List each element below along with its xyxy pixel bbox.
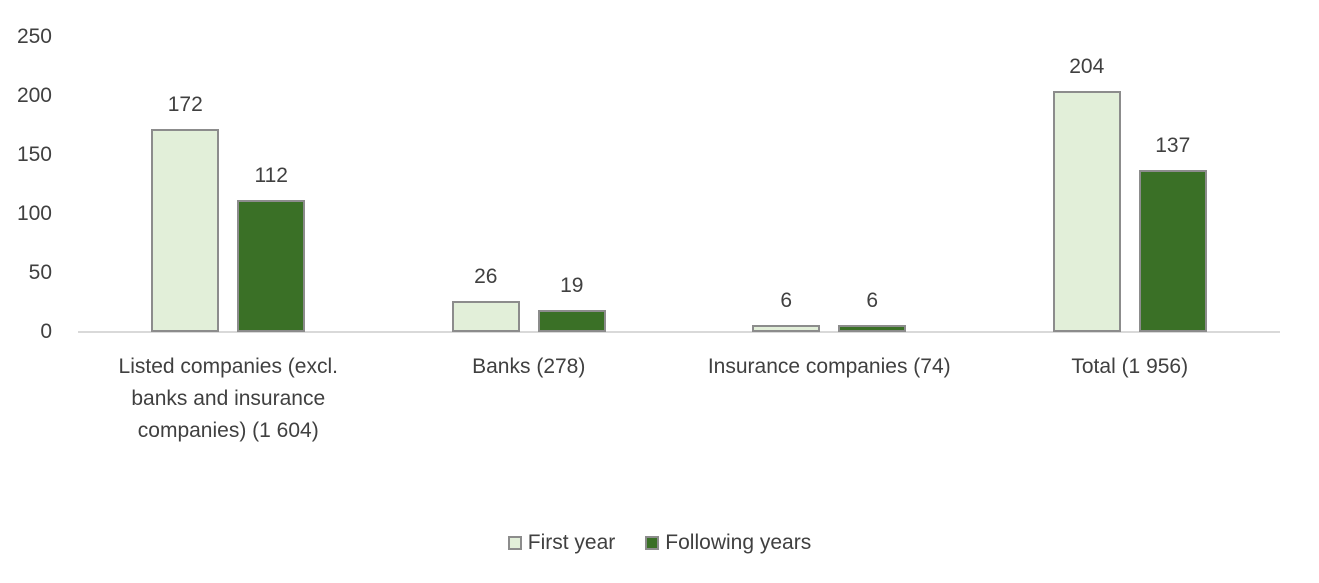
data-label: 6 — [866, 288, 879, 312]
bar — [1052, 91, 1121, 332]
legend-swatch — [645, 536, 660, 550]
legend-item: Following years — [645, 530, 811, 556]
legend-item: First year — [507, 530, 616, 556]
x-category-label: Banks (278) — [472, 355, 586, 378]
bar — [237, 199, 306, 332]
x-axis-line — [78, 331, 1280, 333]
data-label: 26 — [474, 265, 498, 289]
legend-label: First year — [527, 531, 616, 554]
y-tick-label: 200 — [16, 84, 52, 107]
data-label: 137 — [1155, 134, 1191, 158]
x-category-label: Listed companies (excl. banks and insura… — [118, 355, 338, 442]
bar — [838, 324, 907, 332]
bar — [1138, 170, 1207, 332]
legend: First year Following years — [0, 530, 1319, 556]
bar — [151, 129, 220, 332]
y-tick-label: 100 — [16, 202, 52, 225]
data-label: 204 — [1069, 55, 1105, 79]
y-tick-label: 0 — [40, 320, 52, 343]
data-label: 6 — [780, 288, 793, 312]
bar — [537, 309, 606, 332]
x-category-label: Total (1 956) — [1071, 355, 1189, 378]
bar — [752, 324, 821, 332]
legend-label: Following years — [665, 531, 812, 554]
legend-swatch — [507, 536, 522, 550]
y-tick-label: 150 — [16, 143, 52, 166]
bar — [451, 301, 520, 332]
y-tick-label: 50 — [28, 261, 52, 284]
data-label: 19 — [560, 273, 584, 297]
y-tick-label: 250 — [16, 25, 52, 48]
x-category-label: Insurance companies (74) — [707, 355, 951, 378]
data-label: 112 — [254, 163, 288, 187]
data-label: 172 — [167, 93, 203, 117]
